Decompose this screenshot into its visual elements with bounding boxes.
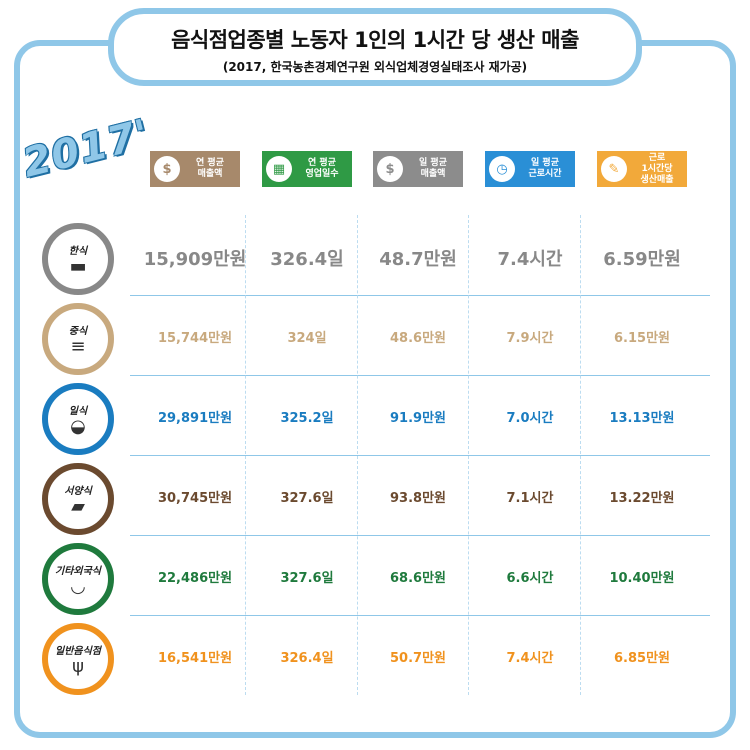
category-badge: 일식 ◒ bbox=[42, 383, 114, 455]
column-header: $ 일 평균 매출액 bbox=[373, 151, 463, 187]
table-cell: 326.4일 bbox=[270, 249, 344, 270]
category-badge: 기타외국식 ◡ bbox=[42, 543, 114, 615]
row-divider bbox=[130, 375, 710, 376]
row-divider bbox=[130, 295, 710, 296]
table-cell: 325.2일 bbox=[280, 411, 334, 426]
row-divider bbox=[130, 615, 710, 616]
column-header-label: 연 평균 매출액 bbox=[196, 158, 224, 179]
table-cell: 6.85만원 bbox=[614, 651, 670, 666]
row-divider bbox=[130, 535, 710, 536]
category-badge: 서양식 ▰ bbox=[42, 463, 114, 535]
category-name: 서양식 bbox=[64, 485, 92, 497]
table-cell: 10.40만원 bbox=[609, 571, 675, 586]
steak-icon: ▰ bbox=[71, 495, 85, 517]
category-badge: 일반음식점 ψ bbox=[42, 623, 114, 695]
table-cell: 6.15만원 bbox=[614, 331, 670, 346]
table-cell: 13.22만원 bbox=[609, 491, 675, 506]
category-name: 기타외국식 bbox=[55, 565, 101, 577]
noodle-bowl-icon: ◡ bbox=[70, 575, 86, 597]
table-cell: 48.6만원 bbox=[390, 331, 446, 346]
bowl-icon: ◒ bbox=[70, 415, 86, 437]
table-cell: 7.0시간 bbox=[506, 411, 554, 426]
page-title: 음식점업종별 노동자 1인의 1시간 당 생산 매출 bbox=[171, 28, 579, 52]
table-cell: 6.59만원 bbox=[603, 249, 681, 270]
column-header: ◷ 일 평균 근로시간 bbox=[485, 151, 575, 187]
clock-icon: ◷ bbox=[489, 156, 515, 182]
column-header: $ 연 평균 매출액 bbox=[150, 151, 240, 187]
table-cell: 68.6만원 bbox=[390, 571, 446, 586]
table-cell: 48.7만원 bbox=[379, 249, 457, 270]
column-header-label: 일 평균 근로시간 bbox=[528, 158, 562, 179]
column-header: ▦ 연 평균 영업일수 bbox=[262, 151, 352, 187]
table-cell: 22,486만원 bbox=[157, 571, 233, 586]
table-cell: 16,541만원 bbox=[157, 651, 233, 666]
column-divider bbox=[468, 215, 469, 695]
table-cell: 326.4일 bbox=[280, 651, 334, 666]
category-name: 중식 bbox=[68, 325, 88, 337]
table-cell: 7.9시간 bbox=[506, 331, 554, 346]
table-cell: 6.6시간 bbox=[506, 571, 554, 586]
table-cell: 93.8만원 bbox=[390, 491, 446, 506]
table-cell: 7.4시간 bbox=[497, 249, 563, 270]
table-cell: 7.4시간 bbox=[506, 651, 554, 666]
table-cell: 7.1시간 bbox=[506, 491, 554, 506]
table-cell: 15,744만원 bbox=[157, 331, 233, 346]
table-cell: 324일 bbox=[287, 331, 327, 346]
column-header-label: 일 평균 매출액 bbox=[419, 158, 447, 179]
title-box: 음식점업종별 노동자 1인의 1시간 당 생산 매출 (2017, 한국농촌경제… bbox=[108, 8, 642, 86]
column-header-label: 근로 1시간당 생산매출 bbox=[640, 152, 674, 185]
table-cell: 50.7만원 bbox=[390, 651, 446, 666]
coin-icon: $ bbox=[154, 156, 180, 182]
category-badge: 한식 ▬ bbox=[42, 223, 114, 295]
table-cell: 29,891만원 bbox=[157, 411, 233, 426]
page-subtitle: (2017, 한국농촌경제연구원 외식업체경영실태조사 재가공) bbox=[222, 60, 528, 74]
column-divider bbox=[245, 215, 246, 695]
table-cell: 30,745만원 bbox=[157, 491, 233, 506]
column-divider bbox=[580, 215, 581, 695]
calendar-icon: ▦ bbox=[266, 156, 292, 182]
category-badge: 중식 ≡ bbox=[42, 303, 114, 375]
dumpling-icon: ≡ bbox=[70, 335, 86, 357]
utensils-icon: ψ bbox=[72, 655, 84, 677]
table-cell: 327.6일 bbox=[280, 491, 334, 506]
table-cell: 13.13만원 bbox=[609, 411, 675, 426]
pot-icon: ▬ bbox=[69, 255, 87, 277]
category-name: 일반음식점 bbox=[55, 645, 101, 657]
table-cell: 15,909만원 bbox=[143, 249, 247, 270]
column-header-label: 연 평균 영업일수 bbox=[305, 158, 339, 179]
category-name: 일식 bbox=[68, 405, 88, 417]
column-divider bbox=[357, 215, 358, 695]
worker-icon: ✎ bbox=[601, 156, 627, 182]
category-name: 한식 bbox=[68, 245, 88, 257]
row-divider bbox=[130, 455, 710, 456]
table-cell: 327.6일 bbox=[280, 571, 334, 586]
coin-icon: $ bbox=[377, 156, 403, 182]
table-cell: 91.9만원 bbox=[390, 411, 446, 426]
column-header: ✎ 근로 1시간당 생산매출 bbox=[597, 151, 687, 187]
